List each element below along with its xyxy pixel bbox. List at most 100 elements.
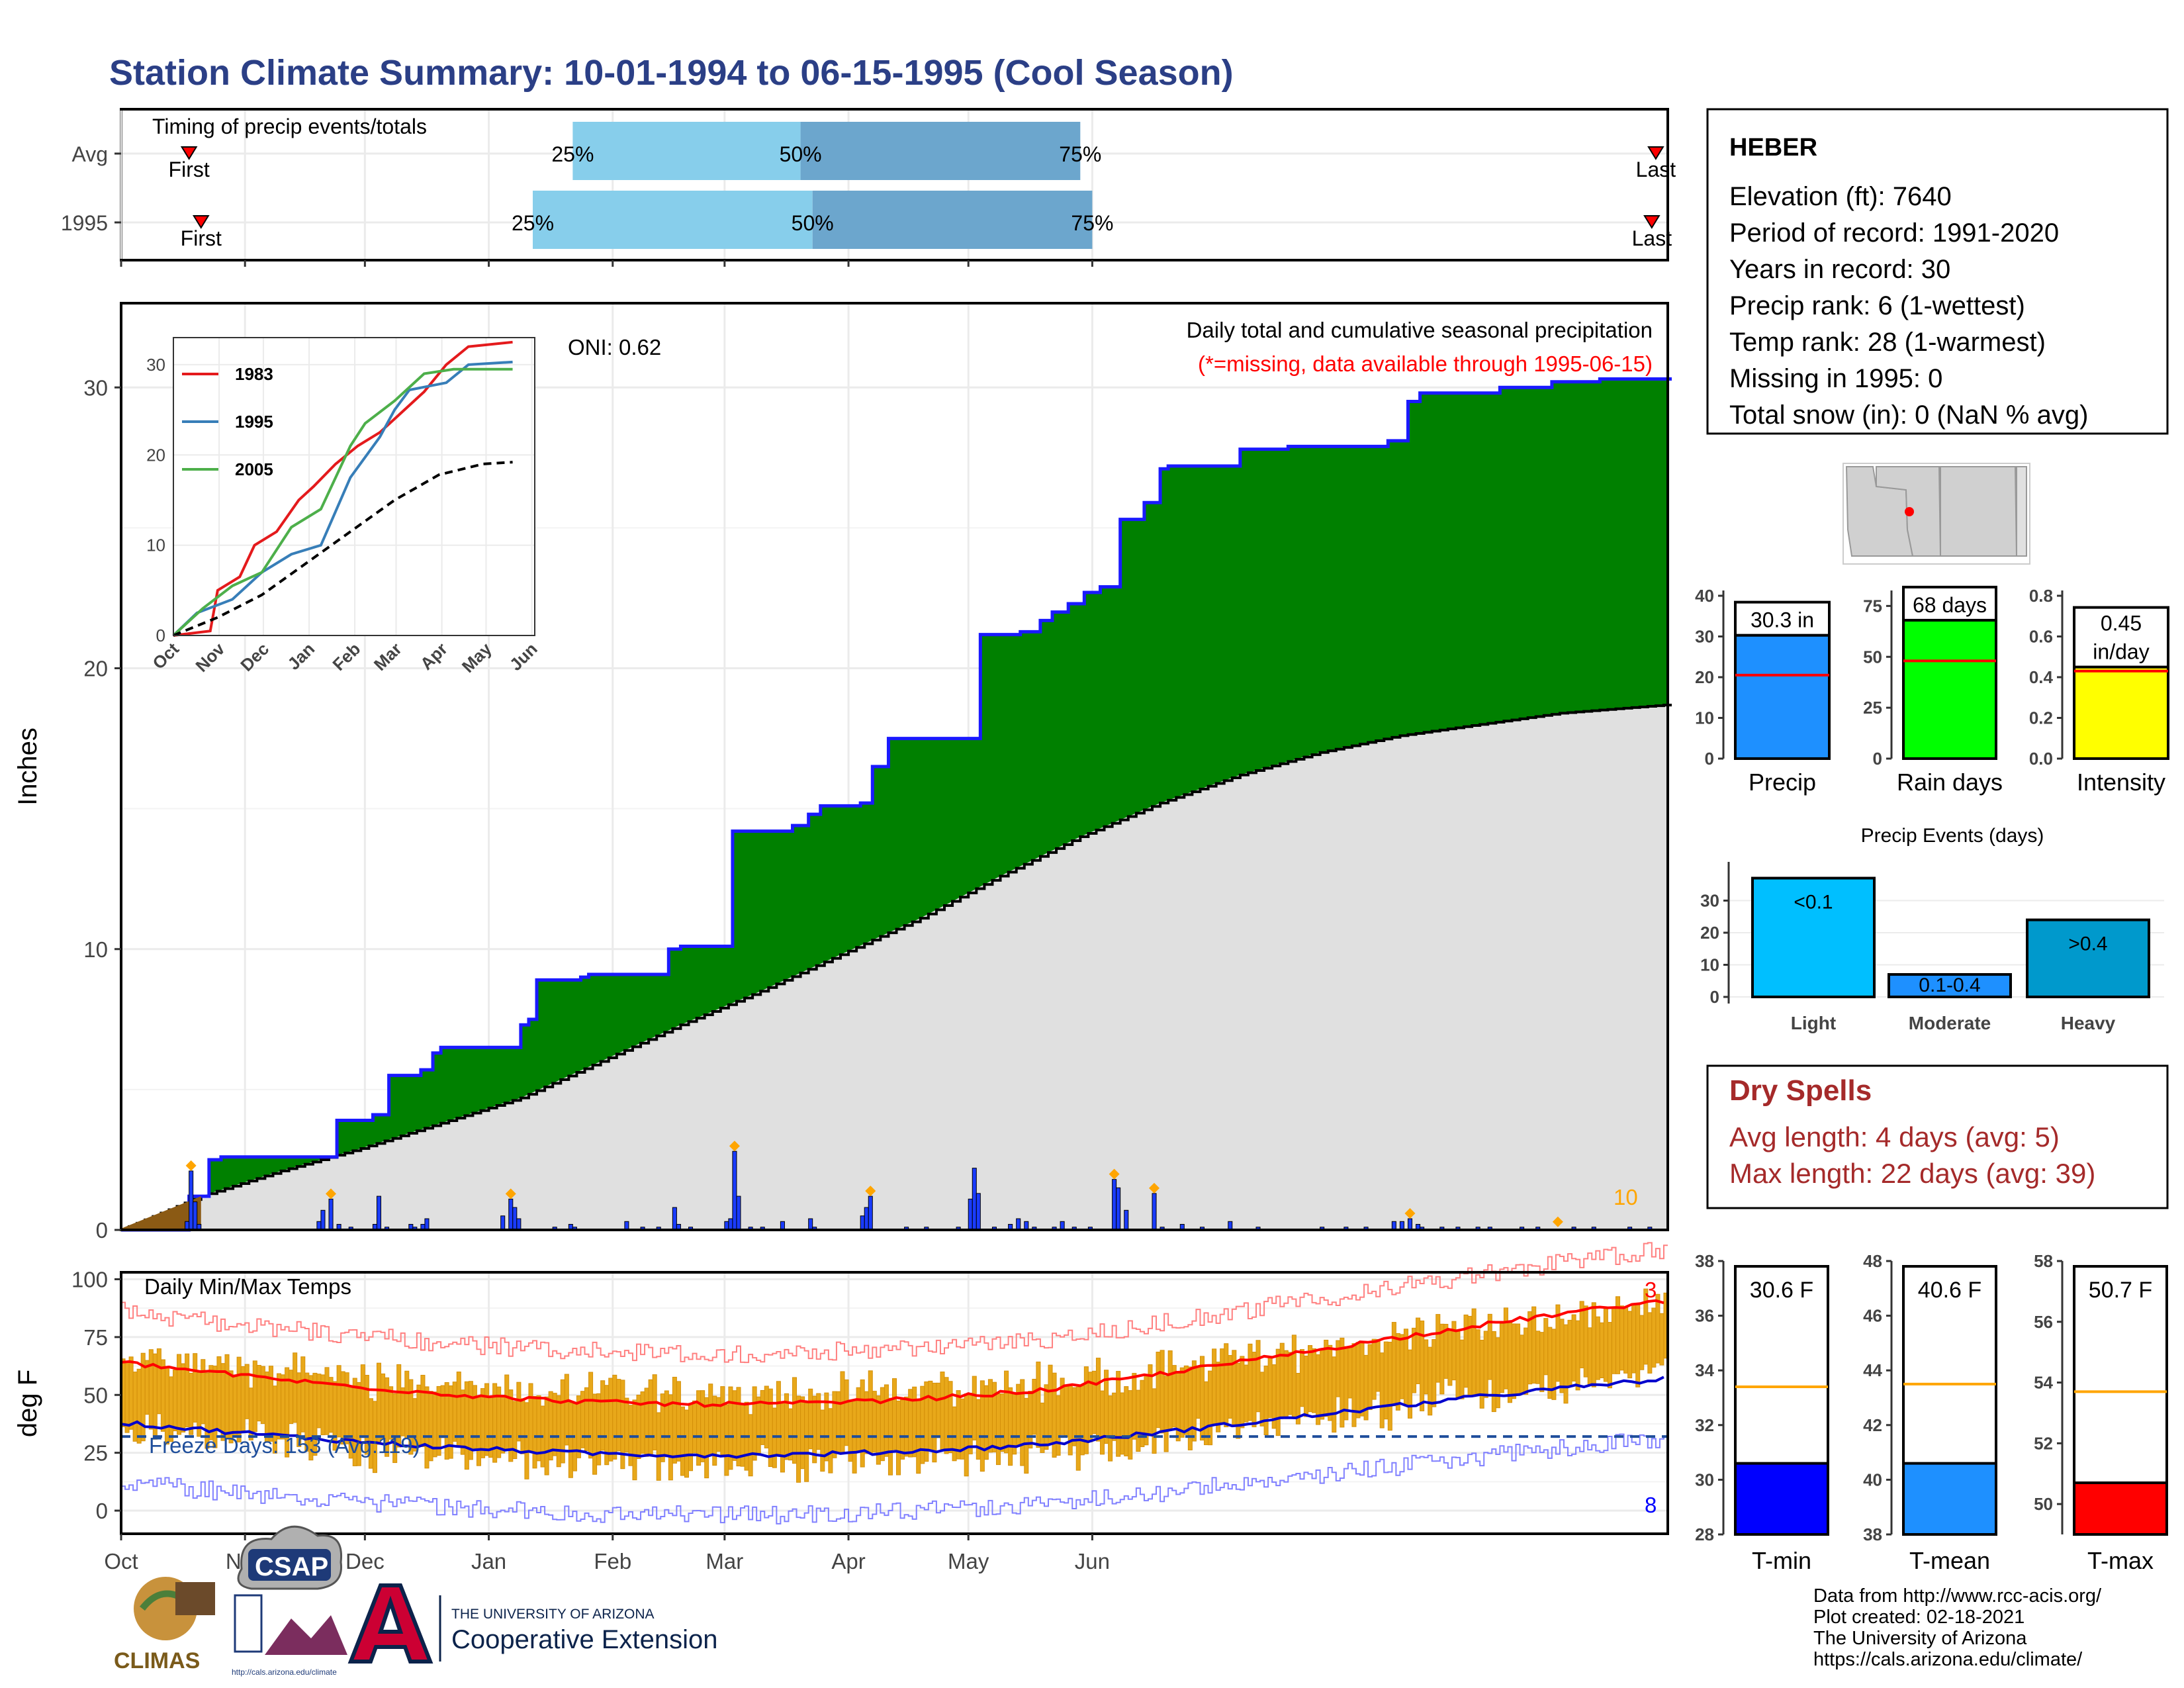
daily-temp-bar xyxy=(1547,1327,1553,1399)
temp-summary-ytick-label: 48 xyxy=(1863,1251,1882,1271)
daily-temp-bar xyxy=(132,1372,138,1442)
daily-temp-bar xyxy=(756,1396,761,1455)
daily-temp-bar xyxy=(1511,1323,1517,1399)
daily-temp-bar xyxy=(1575,1320,1580,1391)
daily-temp-bar xyxy=(972,1376,977,1440)
events-category-label: Moderate xyxy=(1909,1013,1991,1033)
daily-temp-bar xyxy=(1236,1362,1241,1439)
daily-temp-bar xyxy=(208,1365,214,1440)
daily-temp-bar xyxy=(1583,1305,1588,1378)
daily-temp-bar xyxy=(1220,1348,1225,1425)
daily-temp-bar xyxy=(724,1404,729,1476)
daily-precip-bar xyxy=(1407,1218,1413,1231)
daily-temp-bar xyxy=(256,1364,261,1422)
daily-temp-bar xyxy=(181,1363,186,1432)
temp-summary-ytick-label: 32 xyxy=(1695,1415,1714,1435)
daily-temp-bar xyxy=(856,1387,861,1453)
summary-ytick-label: 50 xyxy=(1863,647,1882,667)
timing-bar-q25-q50 xyxy=(532,191,813,249)
daily-temp-bar xyxy=(1212,1348,1217,1425)
summary-ytick-label: 10 xyxy=(1695,708,1714,728)
timing-q50-label: 50% xyxy=(792,211,834,235)
daily-temp-bar xyxy=(979,1380,985,1472)
credit-line-3: The University of Arizona xyxy=(1813,1628,2027,1649)
daily-precip-bar xyxy=(968,1198,973,1231)
daily-event-marker xyxy=(1404,1208,1416,1219)
temp-summary-ytick-label: 52 xyxy=(2034,1433,2053,1453)
daily-temp-bar xyxy=(1435,1314,1441,1383)
daily-temp-bar xyxy=(1320,1348,1325,1420)
daily-temp-bar xyxy=(1332,1356,1337,1433)
summary-bar-label: Rain days xyxy=(1897,769,2003,796)
daily-temp-bar xyxy=(1179,1367,1185,1438)
temp-summary-bar-t-min xyxy=(1734,1462,1829,1536)
timing-q25-label: 25% xyxy=(512,211,554,235)
credit-line-4: https://cals.arizona.edu/climate/ xyxy=(1813,1649,2083,1670)
daily-temp-bar xyxy=(1028,1391,1033,1449)
daily-temp-bar xyxy=(964,1393,969,1477)
inset-legend-label: 1983 xyxy=(235,364,273,384)
daily-temp-bar xyxy=(264,1371,269,1443)
daily-temp-bar xyxy=(224,1354,230,1438)
summary-value-text: 0.45 xyxy=(2101,612,2142,635)
temp-summary-ytick-label: 42 xyxy=(1863,1415,1882,1435)
timing-q50-label: 50% xyxy=(780,142,822,166)
csap-logo-text: CSAP xyxy=(255,1552,328,1581)
inset-ytick-label: 0 xyxy=(156,626,165,645)
ua-logo-top: THE UNIVERSITY OF ARIZONA xyxy=(451,1607,655,1622)
daily-temp-bar xyxy=(1259,1372,1265,1427)
summary-value-box xyxy=(1902,585,1997,622)
daily-temp-bar xyxy=(656,1412,661,1481)
daily-temp-bar xyxy=(1395,1333,1400,1411)
inset-legend-label: 2005 xyxy=(235,459,273,479)
csap-logo: CSAP http://cals.arizona.edu/climate xyxy=(232,1525,347,1677)
events-title: Precip Events (days) xyxy=(1861,825,2044,847)
dry-spells-box: Dry Spells Avg length: 4 days (avg: 5) M… xyxy=(1706,1064,2169,1209)
daily-temp-bar xyxy=(608,1378,614,1462)
daily-temp-bar xyxy=(1216,1362,1221,1432)
month-tick-label: Jun xyxy=(1075,1549,1110,1573)
daily-temp-bar xyxy=(436,1385,441,1456)
daily-temp-bar xyxy=(584,1387,590,1451)
daily-temp-bar xyxy=(588,1372,594,1459)
daily-temp-bar xyxy=(1587,1327,1592,1385)
daily-temp-bar xyxy=(891,1378,897,1450)
daily-temp-bar xyxy=(220,1363,226,1441)
daily-temp-bar xyxy=(504,1374,510,1451)
daily-temp-bar xyxy=(281,1374,286,1440)
daily-temp-bar xyxy=(1163,1376,1169,1452)
daily-temp-bar xyxy=(976,1399,981,1460)
daily-temp-bar xyxy=(1116,1371,1121,1457)
daily-temp-bar xyxy=(624,1397,629,1453)
daily-temp-bar xyxy=(1275,1348,1281,1436)
daily-temp-bar xyxy=(536,1395,541,1462)
timing-q75-label: 75% xyxy=(1071,211,1113,235)
temp-summary-bars: 28 30 32 34 36 38 30.6 F T-min 38 40 42 44 46 48 40.6 … xyxy=(1695,1251,2168,1574)
daily-event-marker xyxy=(1109,1168,1120,1180)
daily-temp-bar xyxy=(388,1386,394,1440)
month-tick-label: Feb xyxy=(594,1549,631,1573)
daily-temp-bar xyxy=(1303,1355,1309,1417)
daily-temp-bar xyxy=(324,1367,330,1435)
daily-temp-bar xyxy=(185,1353,190,1428)
daily-temp-bar xyxy=(1299,1349,1304,1407)
daily-temp-bar xyxy=(1655,1293,1661,1364)
daily-temp-bar xyxy=(987,1379,993,1453)
temp-summary-ytick-label: 36 xyxy=(1695,1306,1714,1326)
daily-temp-bar xyxy=(1032,1378,1037,1435)
timing-q75-label: 75% xyxy=(1059,142,1101,166)
daily-temp-bar xyxy=(1267,1356,1273,1418)
daily-temp-bar xyxy=(1379,1352,1385,1429)
count-label: 10 xyxy=(1614,1185,1638,1209)
daily-temp-bar xyxy=(156,1348,161,1415)
daily-temp-bar xyxy=(1167,1350,1173,1431)
daily-temp-bar xyxy=(1607,1322,1612,1389)
temp-summary-ytick-label: 50 xyxy=(2034,1494,2053,1514)
events-category-label: Light xyxy=(1791,1013,1836,1033)
daily-temp-bar xyxy=(1108,1395,1113,1462)
daily-temp-bar xyxy=(236,1356,242,1442)
daily-temp-bar xyxy=(1291,1335,1297,1419)
daily-temp-bar xyxy=(472,1385,477,1449)
daily-temp-bar xyxy=(956,1390,961,1460)
daily-temp-bar xyxy=(1623,1307,1629,1374)
